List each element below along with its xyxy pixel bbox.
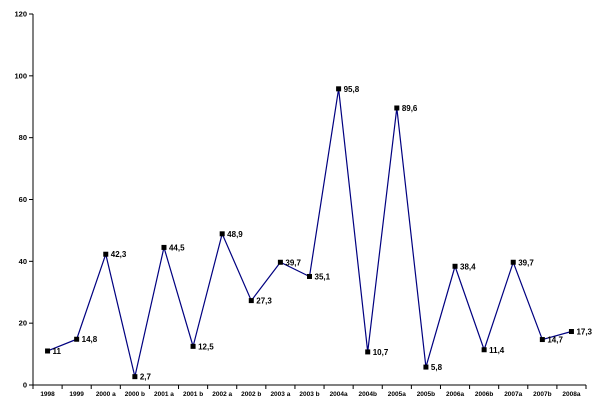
y-tick-label: 60: [19, 195, 27, 204]
y-tick-label: 0: [23, 381, 27, 390]
data-label: 44,5: [169, 243, 185, 252]
series-line-group: [47, 88, 572, 377]
data-label: 48,9: [227, 230, 243, 239]
data-point: [452, 263, 458, 269]
x-tick-label: 2002 b: [241, 391, 261, 398]
data-point: [481, 347, 487, 353]
data-label: 95,8: [344, 85, 360, 94]
series-line: [47, 88, 572, 377]
data-labels: 11 14,8 42,3 2,7 44,5 12,5 48,9 27,3 39,7 35,1 95,…: [53, 85, 593, 382]
data-label: 11: [53, 347, 62, 356]
data-point: [74, 336, 80, 342]
x-tick-label: 2006a: [446, 391, 464, 398]
data-label: 39,7: [518, 258, 534, 267]
data-point: [248, 298, 254, 304]
data-label: 89,6: [402, 104, 418, 113]
data-label: 14,7: [547, 336, 563, 345]
y-tick-label: 100: [14, 71, 27, 80]
data-point: [161, 244, 167, 250]
data-point: [510, 259, 516, 265]
data-point: [45, 348, 51, 354]
x-tick-label: 2007a: [504, 391, 522, 398]
data-point: [539, 337, 545, 343]
data-label: 17,3: [576, 328, 592, 337]
x-tick-label: 1999: [69, 391, 84, 398]
y-tick-label: 80: [19, 133, 27, 142]
data-label: 35,1: [315, 272, 331, 281]
data-label: 39,7: [285, 258, 301, 267]
x-tick-label: 2005a: [388, 391, 406, 398]
y-tick-label: 40: [19, 257, 27, 266]
data-markers: [45, 86, 574, 380]
data-label: 2,7: [140, 373, 152, 382]
data-label: 11,4: [489, 346, 505, 355]
x-tick-label: 2004a: [330, 391, 348, 398]
data-label: 27,3: [256, 297, 272, 306]
x-tick-label: 2001 b: [183, 391, 203, 398]
x-tick-label: 2005b: [417, 391, 435, 398]
data-point: [307, 273, 312, 279]
data-label: 14,8: [82, 335, 98, 344]
data-point: [365, 349, 371, 355]
data-label: 42,3: [111, 250, 127, 259]
y-tick-label: 120: [14, 10, 27, 19]
x-tick-label: 2008a: [562, 391, 580, 398]
data-point: [394, 105, 400, 111]
x-tick-label: 2002 a: [212, 391, 232, 398]
data-point: [568, 329, 574, 335]
x-tick-label: 2000 b: [125, 391, 145, 398]
data-point: [336, 86, 342, 92]
data-label: 10,7: [373, 348, 389, 357]
x-tick-label: 2004b: [358, 391, 376, 398]
data-point: [277, 259, 283, 265]
x-tick-label: 2003 b: [299, 391, 319, 398]
data-label: 38,4: [460, 262, 476, 271]
x-tick-label: 2003 a: [270, 391, 290, 398]
x-tick-label: 2007b: [533, 391, 551, 398]
data-point: [423, 364, 429, 370]
y-tick-label: 20: [19, 319, 27, 328]
y-axis: 0 20 40 60 80 100 120: [14, 10, 34, 390]
data-point: [219, 231, 225, 237]
data-label: 5,8: [431, 363, 443, 372]
x-axis: 1998 1999 2000 a 2000 b 2001 a 2001 b 2002 a 20…: [32, 384, 587, 398]
data-point: [190, 343, 196, 349]
x-tick-label: 2006b: [475, 391, 493, 398]
x-tick-label: 1998: [40, 391, 55, 398]
data-label: 12,5: [198, 342, 214, 351]
x-tick-label: 2001 a: [154, 391, 174, 398]
data-point: [132, 374, 138, 380]
data-point: [103, 251, 109, 257]
x-tick-label: 2000 a: [96, 391, 116, 398]
